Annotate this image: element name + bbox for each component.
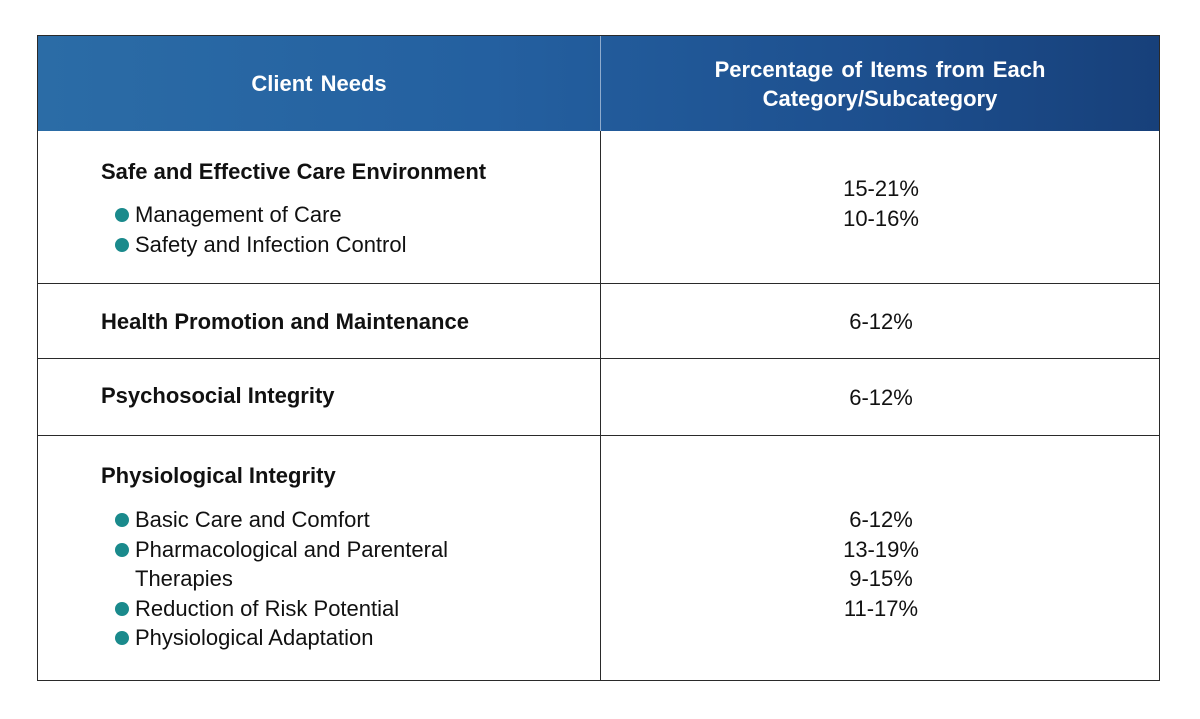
header-client-needs: Client Needs	[251, 71, 387, 96]
list-item: Therapies	[135, 566, 233, 591]
table-header: Client Needs Percentage of Items from Ea…	[38, 36, 1159, 131]
column-divider	[600, 131, 601, 681]
category-safe-effective-care: Safe and Effective Care Environment	[101, 159, 487, 184]
bullet-dot-icon	[115, 542, 129, 557]
list-item: Physiological Adaptation	[115, 623, 448, 653]
list-item: Management of Care	[115, 200, 407, 230]
percentage-cell: 6-12%	[849, 385, 913, 410]
header-divider	[600, 36, 601, 131]
list-item: Safety and Infection Control	[115, 230, 407, 260]
category-psychosocial-integrity: Psychosocial Integrity	[101, 383, 335, 408]
header-percentage: Percentage of Items from Each Category/S…	[714, 56, 1046, 111]
client-needs-table: Client Needs Percentage of Items from Ea…	[37, 35, 1160, 681]
percentage-cell: 15-21% 10-16%	[843, 176, 919, 231]
list-item: Reduction of Risk Potential	[115, 594, 448, 624]
subcategory-list: Management of Care Safety and Infection …	[115, 200, 407, 259]
percentage-cell: 6-12%	[849, 309, 913, 334]
subcategory-list: Basic Care and Comfort Pharmacological a…	[115, 505, 448, 653]
row-divider	[38, 358, 1159, 359]
row-divider	[38, 283, 1159, 284]
list-item: Pharmacological and Parenteral	[115, 535, 448, 565]
bullet-dot-icon	[115, 237, 129, 252]
row-divider	[38, 435, 1159, 436]
category-physiological-integrity: Physiological Integrity	[101, 463, 336, 488]
bullet-dot-icon	[115, 601, 129, 616]
bullet-dot-icon	[115, 208, 129, 222]
percentage-cell: 6-12% 13-19% 9-15% 11-17%	[843, 507, 919, 621]
list-item: Basic Care and Comfort	[115, 505, 448, 535]
bullet-dot-icon	[115, 631, 129, 645]
category-health-promotion: Health Promotion and Maintenance	[101, 309, 469, 334]
bullet-dot-icon	[115, 513, 129, 527]
